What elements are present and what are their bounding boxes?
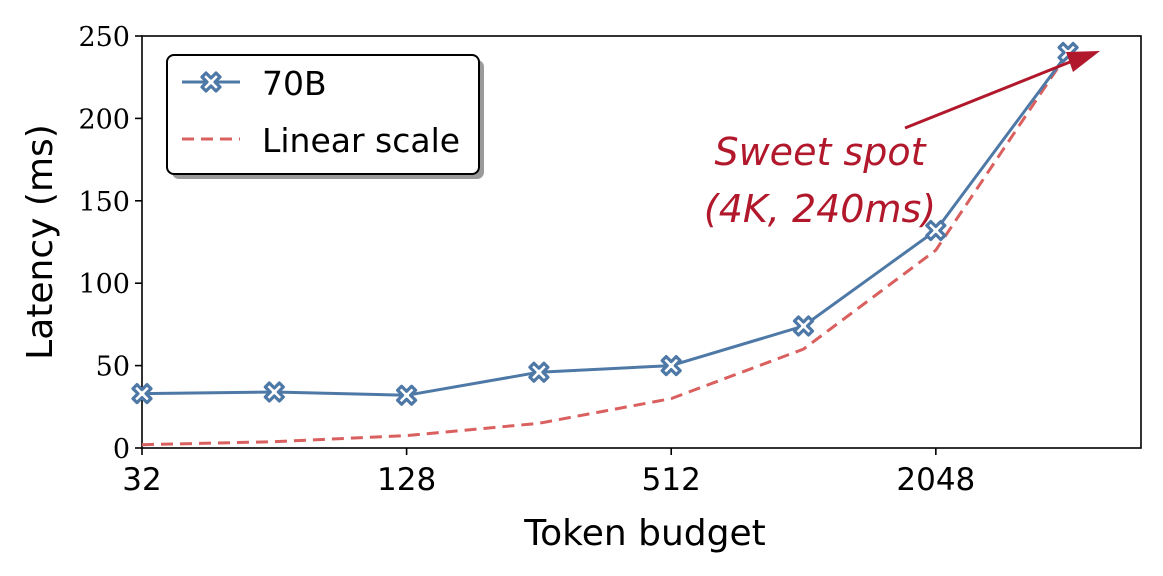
y-tick-label: 200 bbox=[78, 104, 130, 135]
annotation-arrowhead bbox=[1066, 51, 1100, 72]
legend-box bbox=[166, 54, 480, 175]
x-tick-label: 32 bbox=[122, 462, 161, 498]
x-tick-label: 128 bbox=[377, 462, 436, 498]
x-axis-label: Token budget bbox=[523, 513, 766, 554]
y-tick-label: 100 bbox=[78, 269, 130, 300]
series-layer bbox=[131, 41, 1079, 447]
x-tick-label: 512 bbox=[642, 462, 701, 498]
y-tick-label: 150 bbox=[78, 187, 130, 218]
series-line-linear-scale bbox=[141, 51, 1070, 447]
legend-label-70b: 70B bbox=[262, 64, 327, 103]
legend: 70B Linear scale bbox=[166, 54, 480, 175]
annotation: Sweet spot (4K, 240ms) bbox=[704, 51, 1100, 231]
legend-marker-70b bbox=[200, 71, 222, 93]
y-tick-label: 250 bbox=[78, 22, 130, 53]
data-point-70b bbox=[396, 384, 418, 406]
annotation-arrow bbox=[904, 60, 1071, 130]
data-point-70b bbox=[792, 315, 815, 337]
data-point-70b bbox=[131, 383, 153, 405]
y-tick-label: 0 bbox=[113, 434, 130, 465]
annotation-line-1: Sweet spot bbox=[714, 130, 927, 174]
y-axis-label: Latency (ms) bbox=[20, 124, 61, 360]
y-axis-ticks: 0 50 100 150 200 250 bbox=[78, 22, 142, 465]
annotation-line-2: (4K, 240ms) bbox=[704, 187, 936, 231]
x-tick-label: 2048 bbox=[896, 462, 975, 498]
series-line-70b bbox=[141, 51, 1070, 397]
y-tick-label: 50 bbox=[96, 352, 130, 383]
data-point-70b bbox=[263, 381, 285, 403]
data-point-70b bbox=[660, 355, 682, 377]
data-point-70b bbox=[528, 361, 550, 383]
x-axis-ticks: 32 128 512 2048 bbox=[122, 448, 975, 498]
legend-label-linear-scale: Linear scale bbox=[262, 121, 460, 160]
data-point-70b bbox=[925, 219, 947, 242]
